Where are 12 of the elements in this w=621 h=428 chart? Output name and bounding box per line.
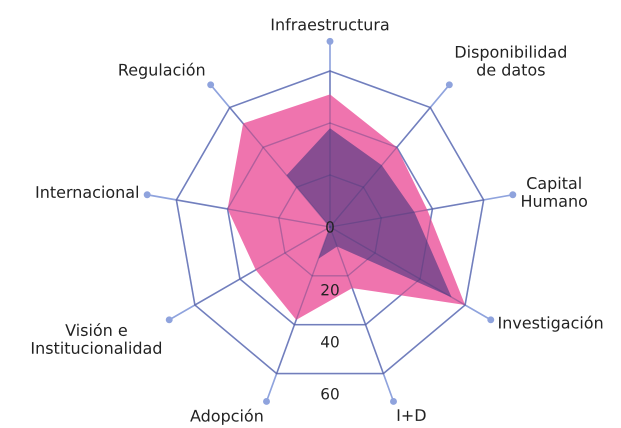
spoke-label: Regulación [119, 62, 204, 79]
spoke-label: Visión e Institucionalidad [32, 323, 162, 354]
spoke-label: Disponibilidad de datos [456, 45, 566, 76]
spoke-label: Internacional [36, 186, 138, 198]
y-tick-label: 60 [321, 388, 339, 400]
y-tick-label: 20 [321, 284, 339, 296]
spoke-label: Infraestructura [272, 18, 388, 30]
spoke-label: Adopción [190, 408, 262, 425]
spoke-label: Investigación [499, 316, 602, 332]
y-tick-label: 40 [321, 336, 339, 348]
spoke-label: Capital Humano [522, 176, 588, 207]
spoke-label: I+D [398, 409, 426, 421]
